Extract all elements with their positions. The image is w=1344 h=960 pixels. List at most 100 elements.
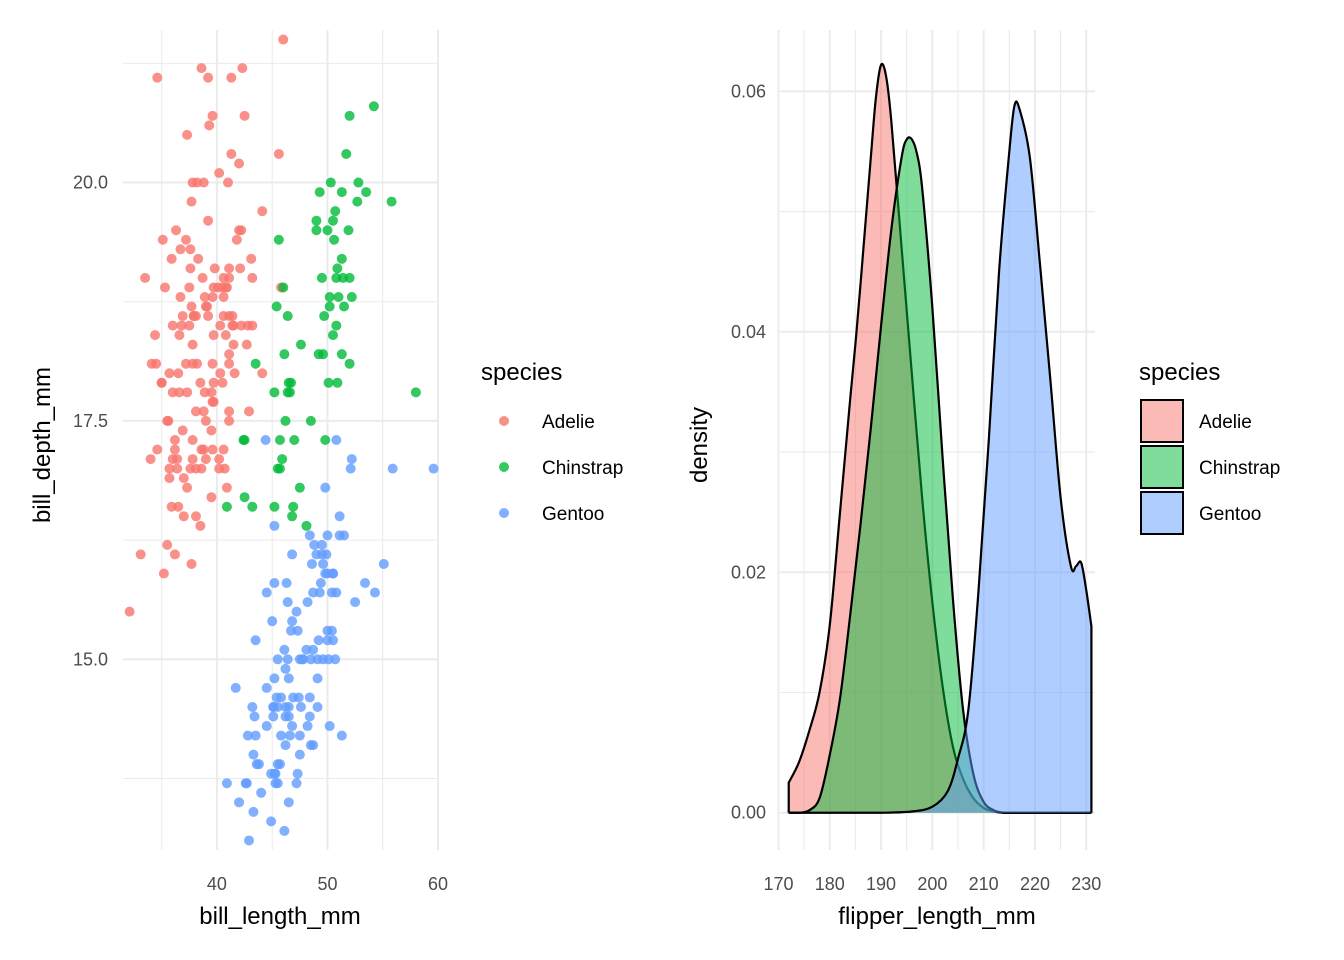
scatter-point-adelie: [244, 406, 254, 417]
scatter-point-gentoo: [250, 635, 261, 646]
scatter-point-gentoo: [350, 597, 361, 608]
density-y-tick-label: 0.06: [731, 81, 766, 101]
scatter-point-adelie: [178, 511, 189, 522]
scatter-point-gentoo: [248, 806, 259, 817]
scatter-point-adelie: [221, 482, 232, 493]
scatter-point-gentoo: [322, 530, 333, 541]
scatter-point-adelie: [193, 253, 204, 264]
scatter-point-adelie: [175, 291, 186, 302]
scatter-point-gentoo: [287, 721, 298, 732]
scatter-point-gentoo: [334, 511, 345, 522]
scatter-point-gentoo: [266, 816, 277, 827]
scatter-point-adelie: [196, 444, 207, 455]
density-x-tick-label: 170: [763, 874, 793, 894]
scatter-point-adelie: [237, 63, 248, 74]
scatter-point-gentoo: [360, 578, 371, 589]
density-legend-label-adelie: Adelie: [1199, 412, 1252, 433]
scatter-point-gentoo: [292, 625, 303, 636]
scatter-point-gentoo: [326, 587, 337, 598]
scatter-point-gentoo: [270, 778, 281, 789]
scatter-point-chinstrap: [336, 253, 347, 264]
scatter-point-chinstrap: [274, 435, 285, 445]
scatter-point-adelie: [229, 368, 240, 379]
scatter-point-chinstrap: [282, 387, 293, 398]
scatter-point-adelie: [198, 406, 209, 417]
scatter-point-gentoo: [250, 730, 261, 741]
scatter-point-adelie: [187, 454, 198, 465]
scatter-point-chinstrap: [280, 415, 291, 426]
scatter-point-chinstrap: [324, 301, 335, 312]
scatter-point-adelie: [215, 368, 226, 379]
scatter-point-adelie: [219, 463, 230, 474]
scatter-point-adelie: [241, 339, 252, 350]
scatter-point-gentoo: [316, 539, 327, 550]
scatter-point-gentoo: [370, 587, 380, 598]
density-legend-title: species: [1139, 359, 1220, 386]
scatter-point-adelie: [169, 549, 180, 560]
scatter-point-gentoo: [282, 597, 293, 608]
scatter-point-gentoo: [274, 759, 285, 770]
scatter-point-adelie: [224, 358, 235, 369]
scatter-point-gentoo: [253, 759, 264, 770]
scatter-point-adelie: [167, 454, 178, 465]
scatter-point-adelie: [150, 330, 161, 341]
scatter-point-adelie: [164, 473, 175, 484]
scatter-point-chinstrap: [332, 263, 343, 274]
density-areas: [787, 62, 1093, 814]
density-x-tick-label: 210: [969, 874, 999, 894]
scatter-point-gentoo: [295, 701, 306, 712]
scatter-point-adelie: [185, 263, 196, 274]
scatter-point-chinstrap: [328, 215, 338, 226]
density-legend-key-adelie: [1140, 399, 1184, 443]
scatter-point-gentoo: [267, 616, 278, 627]
scatter-point-chinstrap: [331, 272, 342, 283]
scatter-point-gentoo: [266, 768, 277, 779]
scatter-point-gentoo: [294, 730, 305, 741]
scatter-point-chinstrap: [319, 311, 330, 322]
scatter-point-gentoo: [330, 654, 341, 665]
scatter-point-gentoo: [308, 587, 319, 598]
scatter-point-chinstrap: [286, 377, 296, 388]
scatter-point-adelie: [218, 272, 229, 283]
scatter-point-gentoo: [312, 673, 323, 684]
scatter-panel: 40 50 60 15.0 17.5 20.0 bill_length_mm bill_…: [29, 30, 448, 930]
scatter-point-gentoo: [283, 797, 294, 808]
scatter-point-gentoo: [302, 597, 313, 608]
density-area-chinstrap: [788, 137, 1092, 813]
scatter-point-adelie: [208, 282, 219, 293]
density-legend-label-gentoo: Gentoo: [1199, 504, 1261, 525]
density-y-tick-label: 0.04: [731, 322, 766, 342]
scatter-x-tick-label: 40: [207, 874, 227, 894]
scatter-point-adelie: [167, 320, 178, 331]
scatter-point-adelie: [218, 444, 229, 455]
scatter-point-adelie: [214, 454, 225, 465]
scatter-point-adelie: [187, 339, 198, 350]
density-x-tick-label: 230: [1071, 874, 1101, 894]
scatter-point-gentoo: [331, 435, 342, 445]
scatter-point-chinstrap: [273, 234, 284, 245]
scatter-point-adelie: [207, 291, 218, 302]
density-panel: 170 180 190 200 210 220 230 0.00 0.02 0.04 0.06 f…: [686, 30, 1101, 930]
scatter-y-tick-label: 20.0: [73, 173, 108, 193]
density-x-tick-label: 200: [917, 874, 947, 894]
scatter-point-gentoo: [268, 711, 279, 722]
scatter-point-adelie: [163, 415, 174, 426]
scatter-point-adelie: [195, 377, 206, 388]
scatter-point-gentoo: [312, 654, 323, 665]
scatter-point-adelie: [167, 387, 178, 398]
scatter-point-adelie: [220, 282, 231, 293]
scatter-point-adelie: [247, 320, 258, 331]
scatter-point-gentoo: [328, 635, 338, 646]
scatter-point-adelie: [160, 282, 170, 293]
scatter-point-adelie: [226, 148, 237, 159]
scatter-point-gentoo: [247, 701, 258, 712]
scatter-point-gentoo: [315, 578, 326, 589]
scatter-point-adelie: [278, 34, 289, 45]
scatter-point-adelie: [196, 463, 207, 474]
scatter-point-chinstrap: [316, 272, 327, 283]
scatter-point-adelie: [257, 206, 268, 217]
scatter-point-adelie: [220, 330, 231, 341]
scatter-point-gentoo: [302, 721, 313, 732]
scatter-point-gentoo: [387, 463, 398, 474]
scatter-point-adelie: [208, 377, 219, 388]
